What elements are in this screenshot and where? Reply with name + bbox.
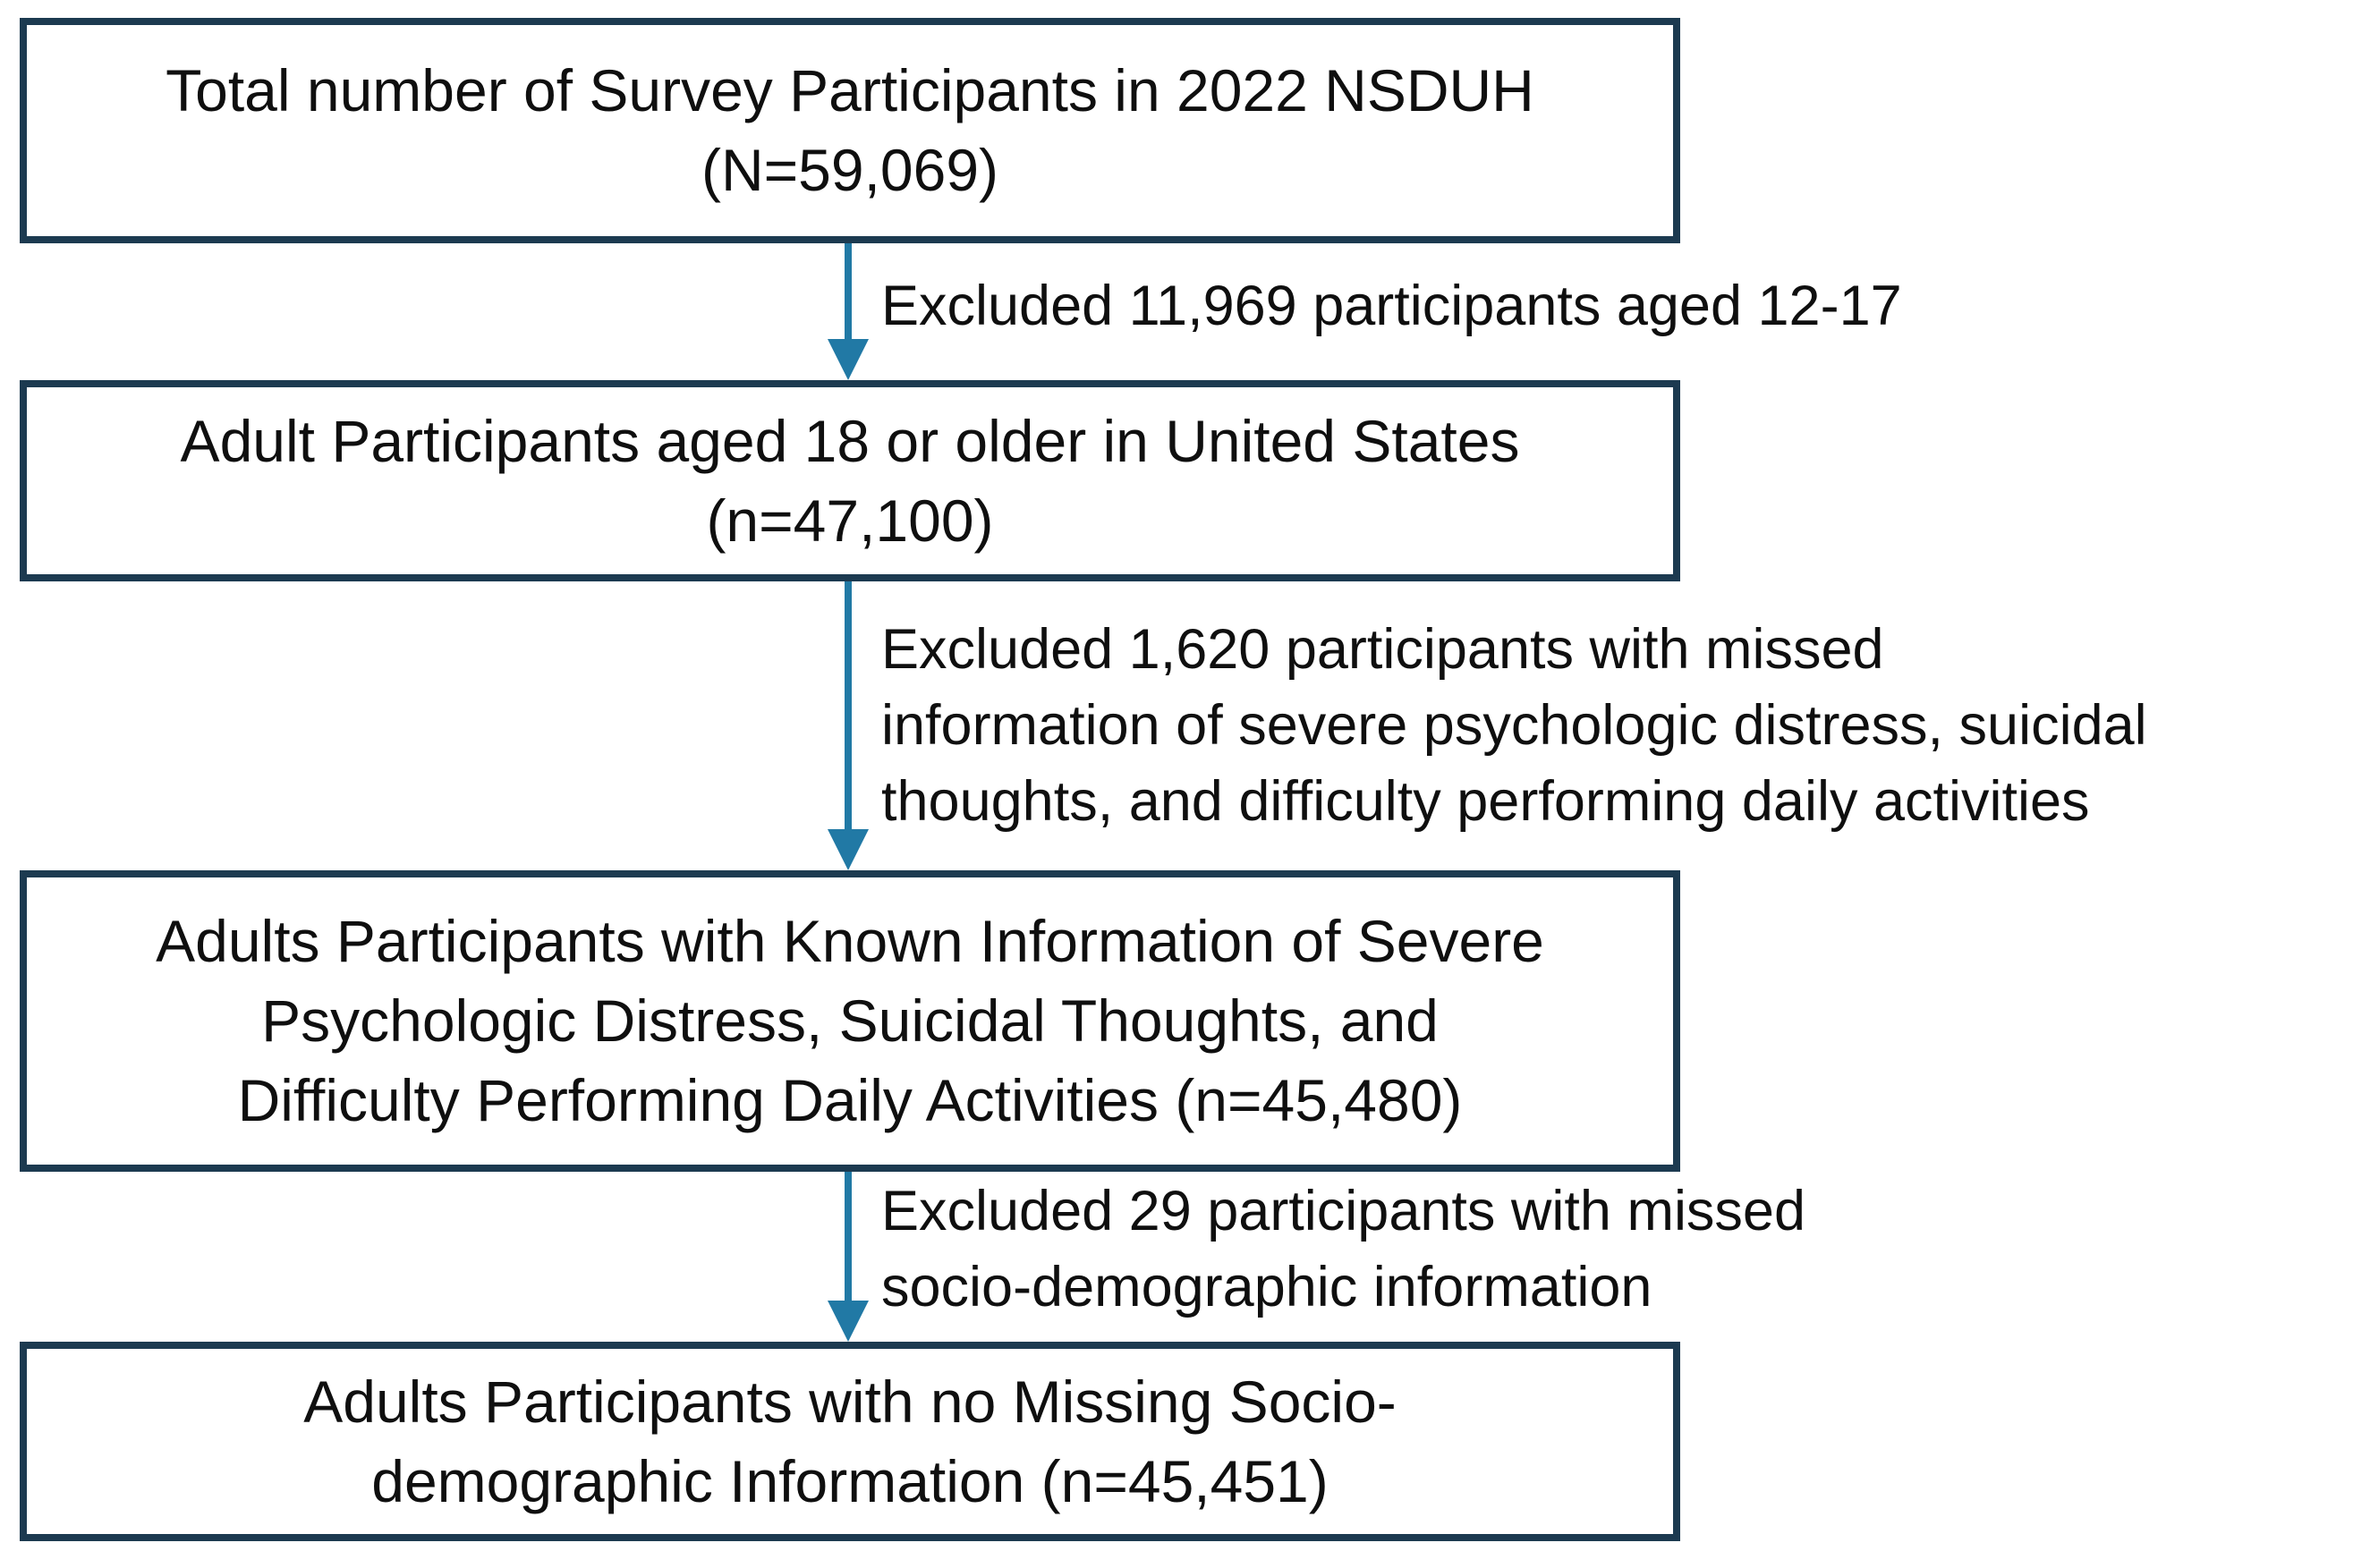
- exclusion-text-line: information of severe psychologic distre…: [881, 694, 2147, 757]
- flow-box-total-participants-text: Total number of Survey Participants in 2…: [27, 51, 1673, 210]
- exclusion-label-missed-sociodemographic: Excluded 29 participants with missed soc…: [881, 1174, 1805, 1326]
- arrow-shaft: [845, 1172, 852, 1302]
- exclusion-text-line: Excluded 1,620 participants with missed: [881, 618, 1884, 681]
- arrow-down-icon: [828, 829, 869, 870]
- flow-box-adult-participants: Adult Participants aged 18 or older in U…: [20, 380, 1680, 581]
- exclusion-text-line: socio-demographic information: [881, 1256, 1652, 1318]
- flow-box-total-participants: Total number of Survey Participants in 2…: [20, 18, 1680, 243]
- flow-box-known-information-text: Adults Participants with Known Informati…: [27, 902, 1673, 1140]
- arrow-shaft: [845, 243, 852, 341]
- flow-box-no-missing-sociodemographic-text: Adults Participants with no Missing Soci…: [27, 1362, 1673, 1521]
- box-count-line: demographic Information (n=45,451): [371, 1447, 1329, 1514]
- arrow-shaft: [845, 581, 852, 831]
- flow-box-adult-participants-text: Adult Participants aged 18 or older in U…: [27, 402, 1673, 561]
- exclusion-text-line: Excluded 29 participants with missed: [881, 1180, 1806, 1242]
- box-text-line: Adults Participants with Known Informati…: [156, 908, 1544, 974]
- arrow-down-icon: [828, 339, 869, 380]
- box-count-line: (N=59,069): [701, 137, 999, 203]
- flow-box-known-information: Adults Participants with Known Informati…: [20, 870, 1680, 1172]
- exclusion-text-line: Excluded 11,969 participants aged 12-17: [881, 275, 1902, 337]
- box-count-line: Difficulty Performing Daily Activities (…: [237, 1067, 1463, 1133]
- arrow-down-icon: [828, 1301, 869, 1342]
- box-text-line: Adult Participants aged 18 or older in U…: [180, 407, 1520, 474]
- box-count-line: (n=47,100): [706, 487, 994, 554]
- exclusion-label-missed-distress-info: Excluded 1,620 participants with missed …: [881, 612, 2147, 840]
- flow-box-no-missing-sociodemographic: Adults Participants with no Missing Soci…: [20, 1342, 1680, 1541]
- box-text-line: Total number of Survey Participants in 2…: [166, 57, 1534, 123]
- exclusion-text-line: thoughts, and difficulty performing dail…: [881, 770, 2090, 833]
- box-text-line: Adults Participants with no Missing Soci…: [303, 1368, 1397, 1435]
- box-text-line: Psychologic Distress, Suicidal Thoughts,…: [261, 987, 1439, 1054]
- exclusion-label-aged-12-17: Excluded 11,969 participants aged 12-17: [881, 268, 1902, 344]
